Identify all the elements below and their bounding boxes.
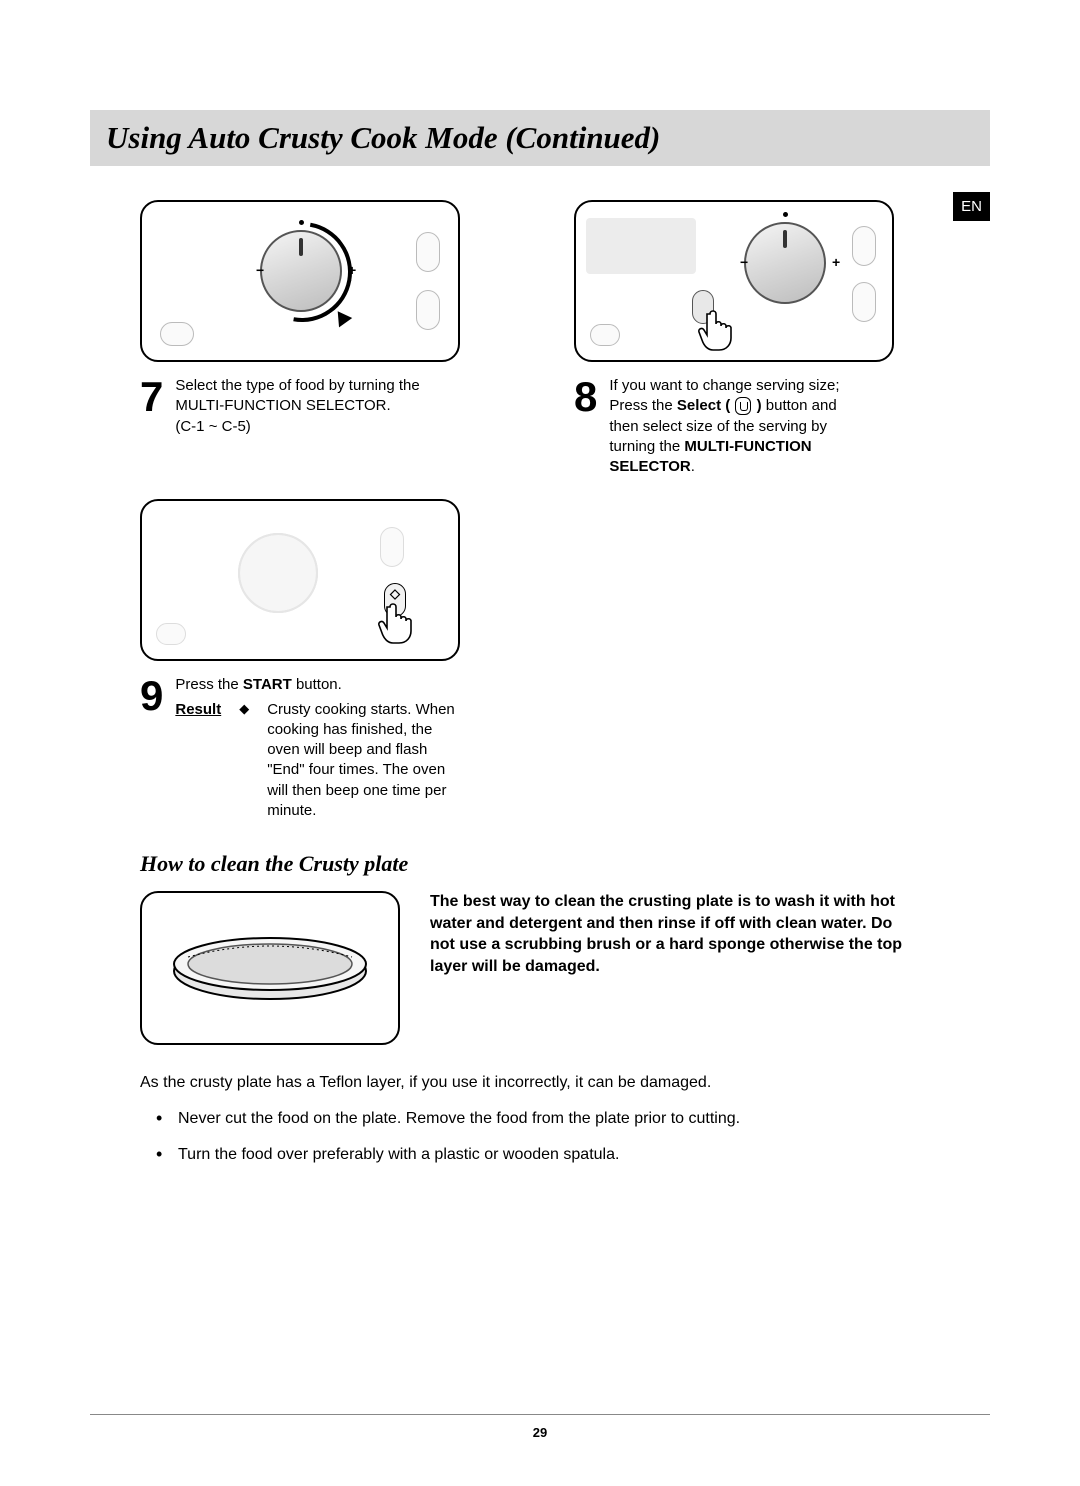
step8-body: If you want to change serving size; Pres… <box>609 376 839 477</box>
step8-column: − + 8 If you want to change serving size… <box>574 200 972 477</box>
step9-text: 9 Press the START button. Result ◆ Crust… <box>140 675 480 821</box>
language-tab: EN <box>953 192 990 221</box>
diamond-icon: ◆ <box>239 700 249 822</box>
plate-icon <box>170 931 370 1005</box>
page-number: 29 <box>533 1425 547 1440</box>
notes-list: Never cut the food on the plate. Remove … <box>140 1107 932 1167</box>
step9-result: Result ◆ Crusty cooking starts. When coo… <box>175 700 467 822</box>
step7-column: − + 7 Select the type of food by turning… <box>140 200 538 477</box>
content-area: − + 7 Select the type of food by turning… <box>90 200 990 1167</box>
step7-illustration: − + <box>140 200 460 362</box>
crusty-plate-illustration <box>140 891 400 1045</box>
list-item: Never cut the food on the plate. Remove … <box>150 1107 932 1131</box>
hand-pointer-icon <box>376 599 416 645</box>
step8-text: 8 If you want to change serving size; Pr… <box>574 376 914 477</box>
step9-illustration <box>140 499 460 661</box>
step9-column: 9 Press the START button. Result ◆ Crust… <box>140 499 538 821</box>
steps-row-2: 9 Press the START button. Result ◆ Crust… <box>140 499 972 821</box>
step7-text: 7 Select the type of food by turning the… <box>140 376 480 437</box>
clean-instructions: The best way to clean the crusting plate… <box>430 891 910 977</box>
hand-pointer-icon <box>696 306 736 352</box>
result-text: Crusty cooking starts. When cooking has … <box>267 700 467 822</box>
section-title-bar: Using Auto Crusty Cook Mode (Continued) <box>90 110 990 166</box>
notes-block: As the crusty plate has a Teflon layer, … <box>140 1071 972 1167</box>
select-icon <box>735 397 751 415</box>
result-label: Result <box>175 700 221 822</box>
step8-illustration: − + <box>574 200 894 362</box>
section-title: Using Auto Crusty Cook Mode (Continued) <box>106 120 974 156</box>
clean-row: The best way to clean the crusting plate… <box>140 891 972 1045</box>
step7-number: 7 <box>140 376 163 437</box>
list-item: Turn the food over preferably with a pla… <box>150 1143 932 1167</box>
step7-body: Select the type of food by turning the M… <box>175 376 419 437</box>
step8-number: 8 <box>574 376 597 477</box>
page-footer: 29 <box>90 1414 990 1440</box>
steps-row-1: − + 7 Select the type of food by turning… <box>140 200 972 477</box>
subsection-heading: How to clean the Crusty plate <box>140 851 972 877</box>
notes-intro: As the crusty plate has a Teflon layer, … <box>140 1071 932 1095</box>
step9-body: Press the START button. Result ◆ Crusty … <box>175 675 467 821</box>
step9-number: 9 <box>140 675 163 821</box>
